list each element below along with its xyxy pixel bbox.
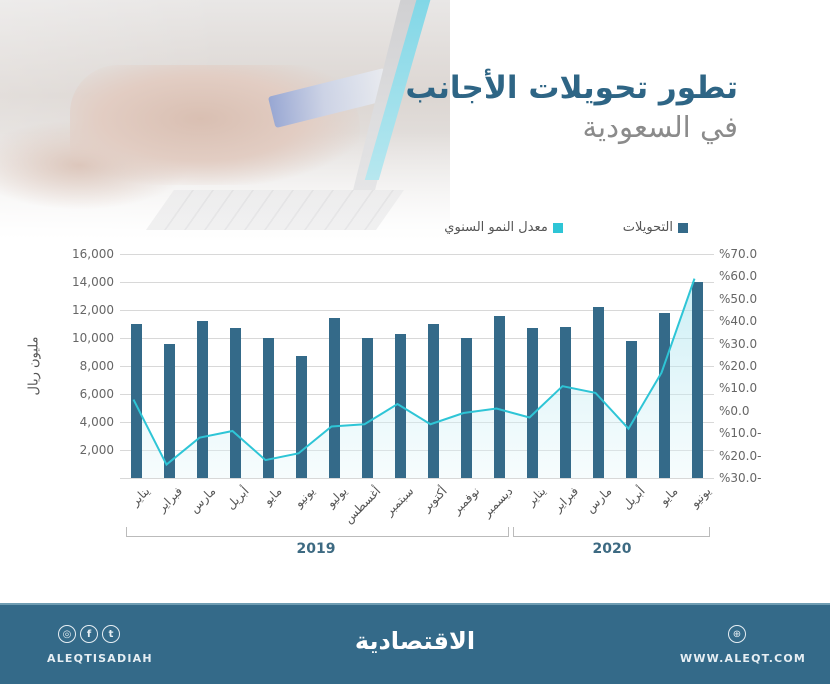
y-tick-label: 2,000 xyxy=(79,443,114,457)
y2-tick-label: %30.0 xyxy=(719,336,758,351)
bar xyxy=(593,307,604,478)
gridline xyxy=(120,310,714,311)
bar xyxy=(626,340,637,478)
bar xyxy=(197,321,208,478)
y2-tick-label: %10.0- xyxy=(719,426,762,441)
growth-area-line xyxy=(133,278,695,478)
y-tick-label: 6,000 xyxy=(79,387,114,401)
gridline xyxy=(120,478,714,479)
instagram-icon[interactable]: ◎ xyxy=(58,625,76,643)
bar xyxy=(461,338,472,478)
bar xyxy=(296,356,307,478)
y-tick-label: 14,000 xyxy=(72,275,114,289)
chart-legend: التحويلات معدل النمو السنوي xyxy=(444,220,688,235)
brand-logo: الاقتصادية xyxy=(354,627,476,655)
y2-tick-label: %50.0 xyxy=(719,291,758,306)
legend-label-transfers: التحويلات xyxy=(622,220,673,235)
y2-tick-label: %20.0 xyxy=(719,359,758,373)
bar xyxy=(659,312,670,478)
legend-swatch-growth xyxy=(552,222,563,233)
bracket-2019 xyxy=(126,527,509,537)
twitter-icon[interactable]: t xyxy=(102,625,120,643)
bar xyxy=(131,324,142,478)
y-tick-label: 8,000 xyxy=(79,359,114,373)
website-link[interactable]: WWW.ALEQT.COM xyxy=(680,652,807,665)
bar xyxy=(362,338,373,478)
y-tick-label: 10,000 xyxy=(72,331,114,345)
bar xyxy=(560,326,571,478)
social-handle[interactable]: ALEQTISADIAH xyxy=(47,652,153,665)
y2-tick-label: %60.0 xyxy=(719,269,758,284)
bar xyxy=(164,343,175,478)
year-label-2020: 2020 xyxy=(592,541,632,557)
bar xyxy=(692,282,703,478)
y2-tick-label: %10.0 xyxy=(719,381,758,396)
chart-area: مليون ريال 16,000 14,000 12,000 10,000 8,000… xyxy=(27,247,762,557)
bracket-2020 xyxy=(513,527,710,537)
title-line-1: تطور تحويلات الأجانب xyxy=(405,70,738,106)
y-tick-label: 16,000 xyxy=(72,247,114,261)
y2-tick-label: %40.0 xyxy=(719,314,758,329)
social-links: ◎ f t xyxy=(58,625,120,643)
legend-swatch-transfers xyxy=(678,222,688,233)
gridline xyxy=(120,282,714,283)
growth-line xyxy=(132,278,696,467)
footer: ◎ f t ALEQTISADIAH الاقتصادية ⊕ WWW.ALEQ… xyxy=(0,603,830,684)
y2-tick-label: %70.0 xyxy=(719,247,758,261)
bar xyxy=(494,315,505,478)
title-line-2: في السعودية xyxy=(582,110,738,144)
legend-item-transfers: التحويلات xyxy=(623,220,688,235)
hero-photo xyxy=(0,0,450,240)
bar xyxy=(329,318,340,478)
gridline xyxy=(120,338,714,339)
y2-tick-label: %0.0 xyxy=(719,403,750,418)
bar xyxy=(263,338,274,478)
facebook-icon[interactable]: f xyxy=(80,625,98,643)
y-tick-label: 4,000 xyxy=(79,415,114,429)
gridline xyxy=(120,366,714,367)
bar xyxy=(428,324,439,478)
y2-tick-label: %30.0- xyxy=(719,471,762,485)
bar xyxy=(527,328,538,478)
legend-label-growth: معدل النمو السنوي xyxy=(444,220,548,235)
legend-item-growth: معدل النمو السنوي xyxy=(444,220,563,235)
gridline xyxy=(120,254,714,255)
page-title: تطور تحويلات الأجانب في السعودية xyxy=(405,68,738,146)
y2-tick-label: %20.0- xyxy=(719,448,762,463)
bar xyxy=(230,328,241,478)
gridline xyxy=(120,394,714,395)
y-tick-label: 12,000 xyxy=(72,303,114,317)
globe-icon: ⊕ xyxy=(728,625,746,643)
year-label-2019: 2019 xyxy=(296,541,336,557)
